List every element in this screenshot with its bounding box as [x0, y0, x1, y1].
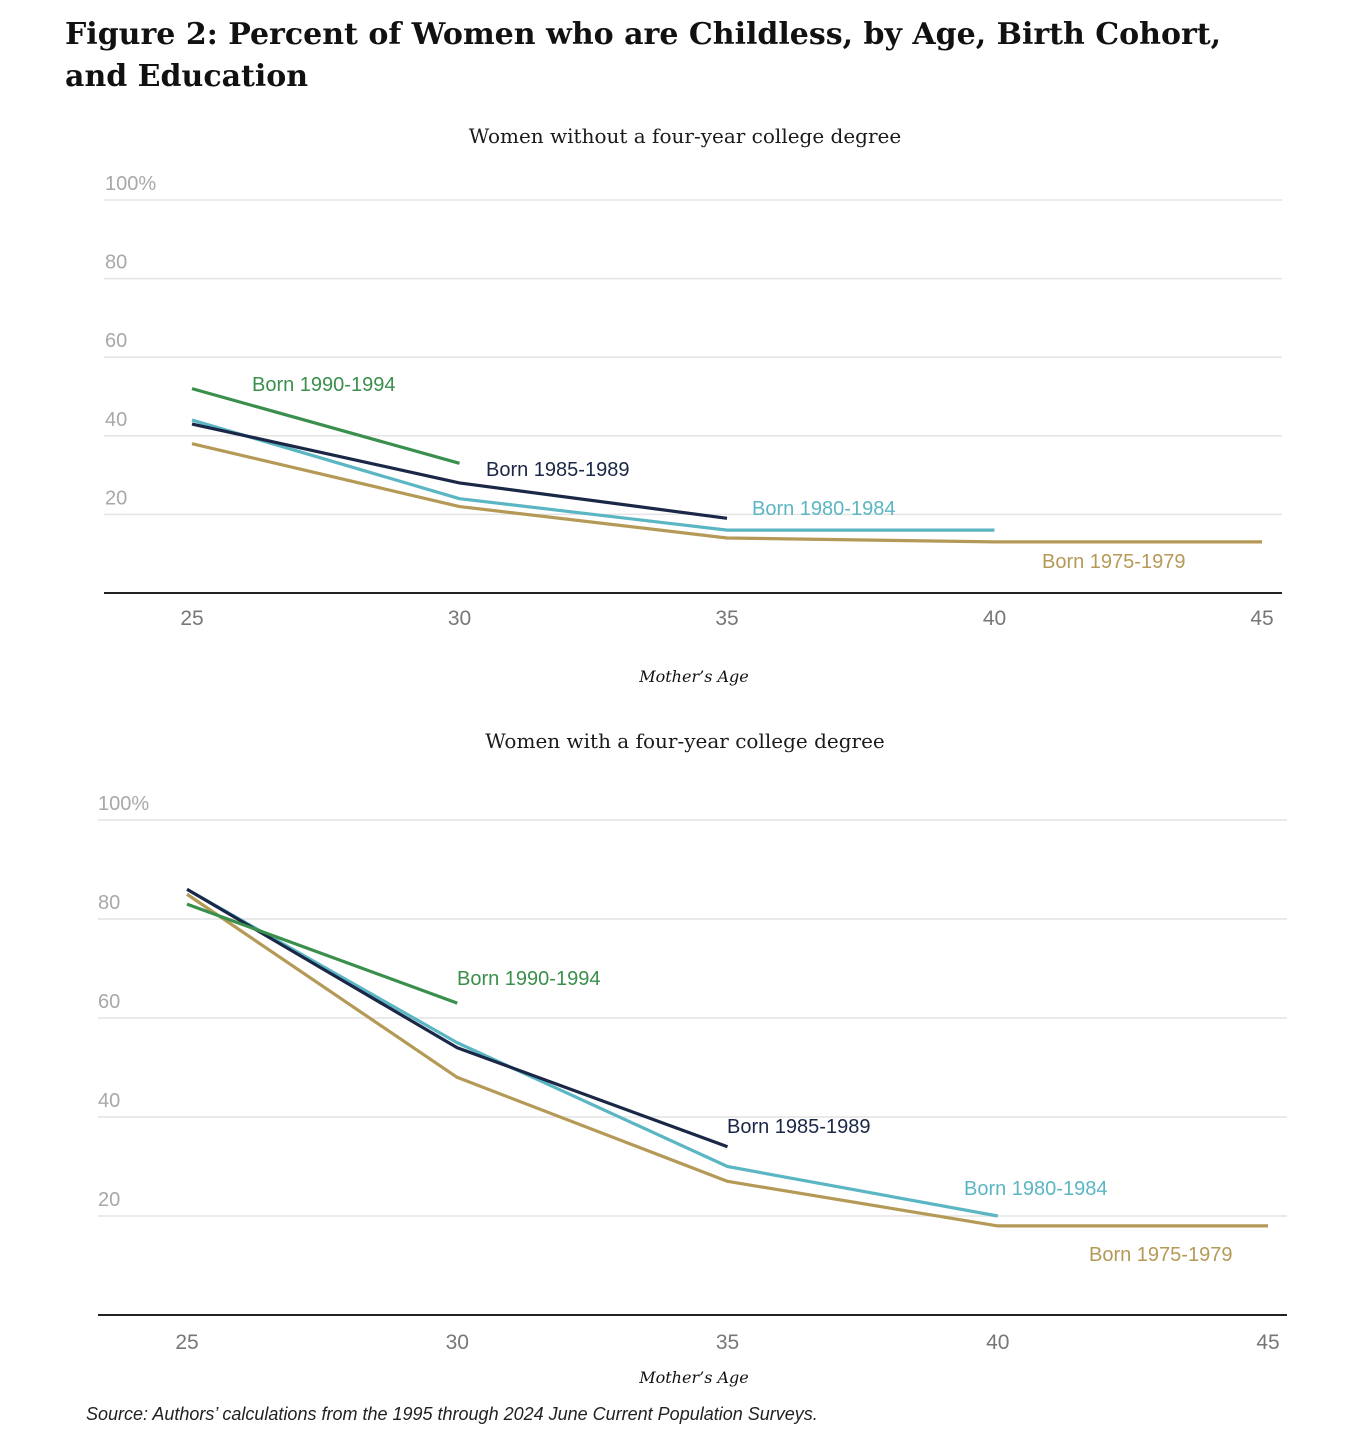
x-tick-label: 25	[180, 607, 203, 630]
y-tick-label: 80	[98, 892, 120, 914]
x-axis-label: Mother’s Age	[638, 1368, 749, 1387]
x-tick-label: 40	[983, 607, 1006, 630]
chart-title: Women with a four-year college degree	[485, 729, 885, 753]
x-tick-label: 40	[986, 1331, 1009, 1354]
y-tick-label: 100%	[98, 793, 149, 815]
x-tick-label: 35	[716, 1331, 739, 1354]
series-label-born-1985-1989: Born 1985-1989	[486, 459, 629, 481]
y-tick-label: 20	[98, 1189, 120, 1211]
series-label-born-1990-1994: Born 1990-1994	[252, 374, 395, 396]
series-label-born-1985-1989: Born 1985-1989	[727, 1116, 870, 1138]
x-tick-label: 35	[715, 607, 738, 630]
y-tick-label: 40	[98, 1090, 120, 1112]
series-label-born-1980-1984: Born 1980-1984	[964, 1178, 1107, 1200]
series-line-born-1980-1984	[186, 887, 999, 1218]
x-tick-label: 25	[175, 1331, 198, 1354]
chart-panel-2: Women with a four-year college degree 20 4…	[98, 729, 1287, 1387]
x-tick-label: 30	[446, 1331, 469, 1354]
series-line-born-1990-1994	[186, 902, 458, 1005]
y-tick-label: 60	[105, 330, 127, 352]
x-tick-label: 45	[1256, 1331, 1279, 1354]
figure-title: Figure 2: Percent of Women who are Child…	[65, 17, 1222, 94]
series-line-born-1980-1984	[191, 418, 995, 532]
series-line-born-1975-1979	[186, 892, 1268, 1228]
x-axis-label: Mother’s Age	[638, 667, 749, 686]
y-tick-label: 20	[105, 487, 127, 509]
source-note: Source: Authors’ calculations from the 1…	[86, 1404, 818, 1424]
y-tick-label: 100%	[105, 173, 156, 195]
y-tick-label: 40	[105, 409, 127, 431]
series-label-born-1980-1984: Born 1980-1984	[752, 498, 895, 520]
y-tick-label: 80	[105, 252, 127, 274]
chart-title: Women without a four-year college degree	[469, 124, 901, 148]
series-line-born-1985-1989	[191, 422, 728, 520]
x-tick-label: 30	[448, 607, 471, 630]
series-label-born-1975-1979: Born 1975-1979	[1089, 1244, 1232, 1266]
series-label-born-1975-1979: Born 1975-1979	[1042, 551, 1185, 573]
x-tick-label: 45	[1250, 607, 1273, 630]
series-label-born-1990-1994: Born 1990-1994	[457, 968, 600, 990]
chart-panel-1: Women without a four-year college degree…	[104, 124, 1282, 686]
y-tick-label: 60	[98, 991, 120, 1013]
series-line-born-1990-1994	[191, 387, 460, 465]
